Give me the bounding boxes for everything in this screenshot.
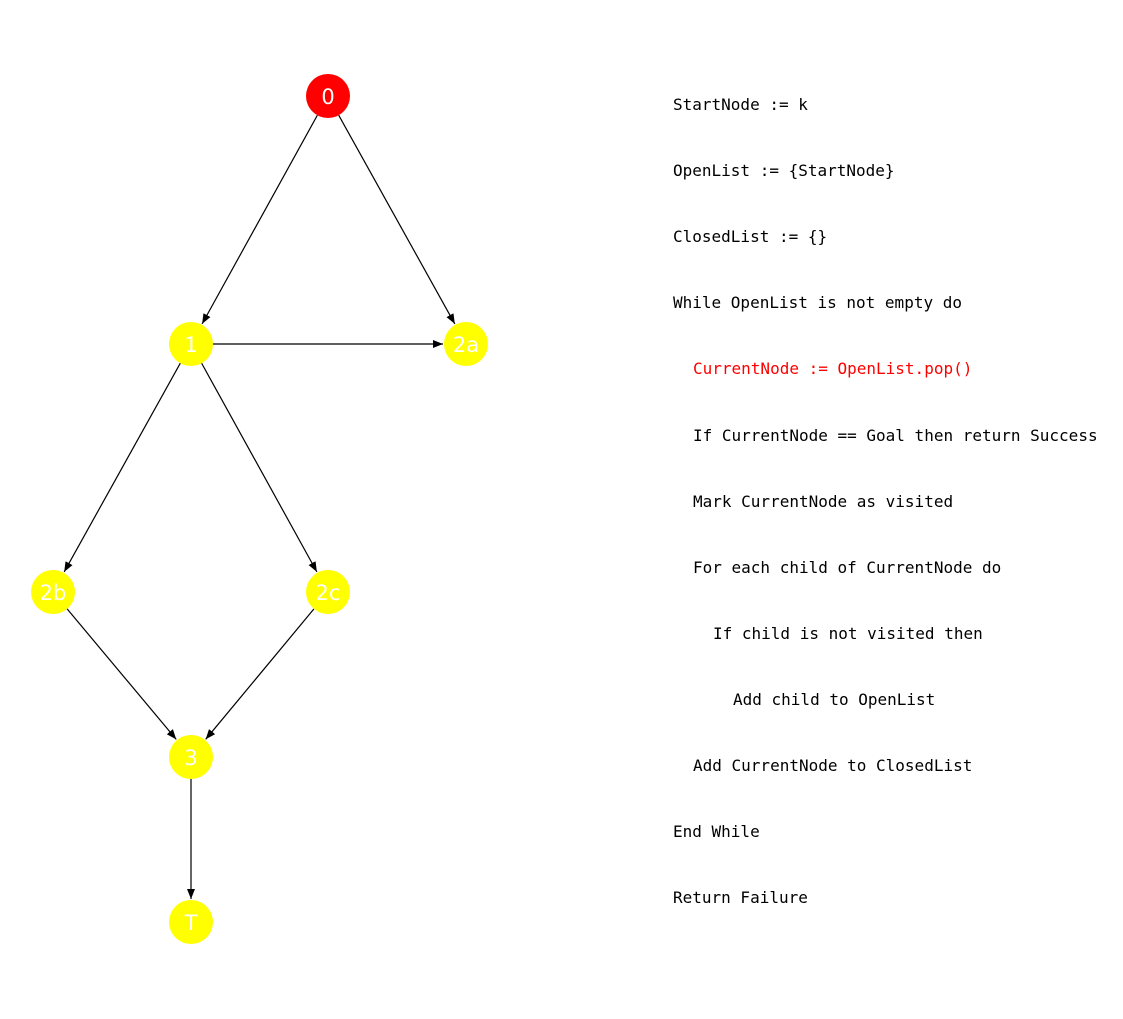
- pseudocode-line: If child is not visited then: [713, 623, 983, 643]
- pseudocode-line: While OpenList is not empty do: [673, 293, 962, 313]
- node-circle-3: [169, 735, 213, 779]
- pseudocode-line-highlighted: CurrentNode := OpenList.pop(): [693, 359, 973, 379]
- edge-1-2b: [63, 362, 181, 573]
- node-circle-2c: [306, 570, 350, 614]
- node-label-1: 1: [184, 333, 197, 357]
- node-1: 1: [169, 322, 213, 366]
- node-3: 3: [169, 735, 213, 779]
- edge-0-2a: [338, 114, 456, 325]
- node-circle-0: [306, 74, 350, 118]
- node-circle-1: [169, 322, 213, 366]
- node-circle-T: [169, 900, 213, 944]
- pseudocode-line: End While: [673, 822, 760, 842]
- edge-0-1: [201, 114, 318, 325]
- edges-layer: [63, 114, 456, 899]
- node-2b: 2b: [31, 570, 75, 614]
- edge-2c-3: [205, 608, 315, 740]
- pseudocode-line: For each child of CurrentNode do: [693, 557, 1002, 577]
- node-0: 0: [306, 74, 350, 118]
- edge-2b-3: [66, 608, 177, 740]
- pseudocode-panel: StartNode := k OpenList := {StartNode} Clo…: [673, 0, 1123, 1019]
- pseudocode-line: If CurrentNode == Goal then return Succe…: [693, 425, 1098, 445]
- pseudocode-line: ClosedList := {}: [673, 227, 828, 247]
- edge-1-2c: [201, 362, 318, 573]
- node-label-2c: 2c: [316, 581, 341, 605]
- node-2a: 2a: [444, 322, 488, 366]
- node-circle-2a: [444, 322, 488, 366]
- node-label-0: 0: [321, 85, 334, 109]
- node-label-3: 3: [184, 746, 197, 770]
- pseudocode-line: Add CurrentNode to ClosedList: [693, 756, 973, 775]
- node-T: T: [169, 900, 213, 944]
- pseudocode-line: Return Failure: [673, 888, 808, 908]
- pseudocode-line: Add child to OpenList: [733, 689, 936, 709]
- node-circle-2b: [31, 570, 75, 614]
- nodes-layer: 0 1 2a 2b 2c 3 T: [31, 74, 488, 944]
- node-label-2a: 2a: [453, 333, 479, 357]
- node-2c: 2c: [306, 570, 350, 614]
- pseudocode-line: OpenList := {StartNode}: [673, 161, 895, 181]
- node-label-2b: 2b: [40, 581, 67, 605]
- pseudocode-line: Mark CurrentNode as visited: [693, 491, 954, 511]
- pseudocode-line: StartNode := k: [673, 95, 808, 114]
- node-label-T: T: [184, 911, 198, 935]
